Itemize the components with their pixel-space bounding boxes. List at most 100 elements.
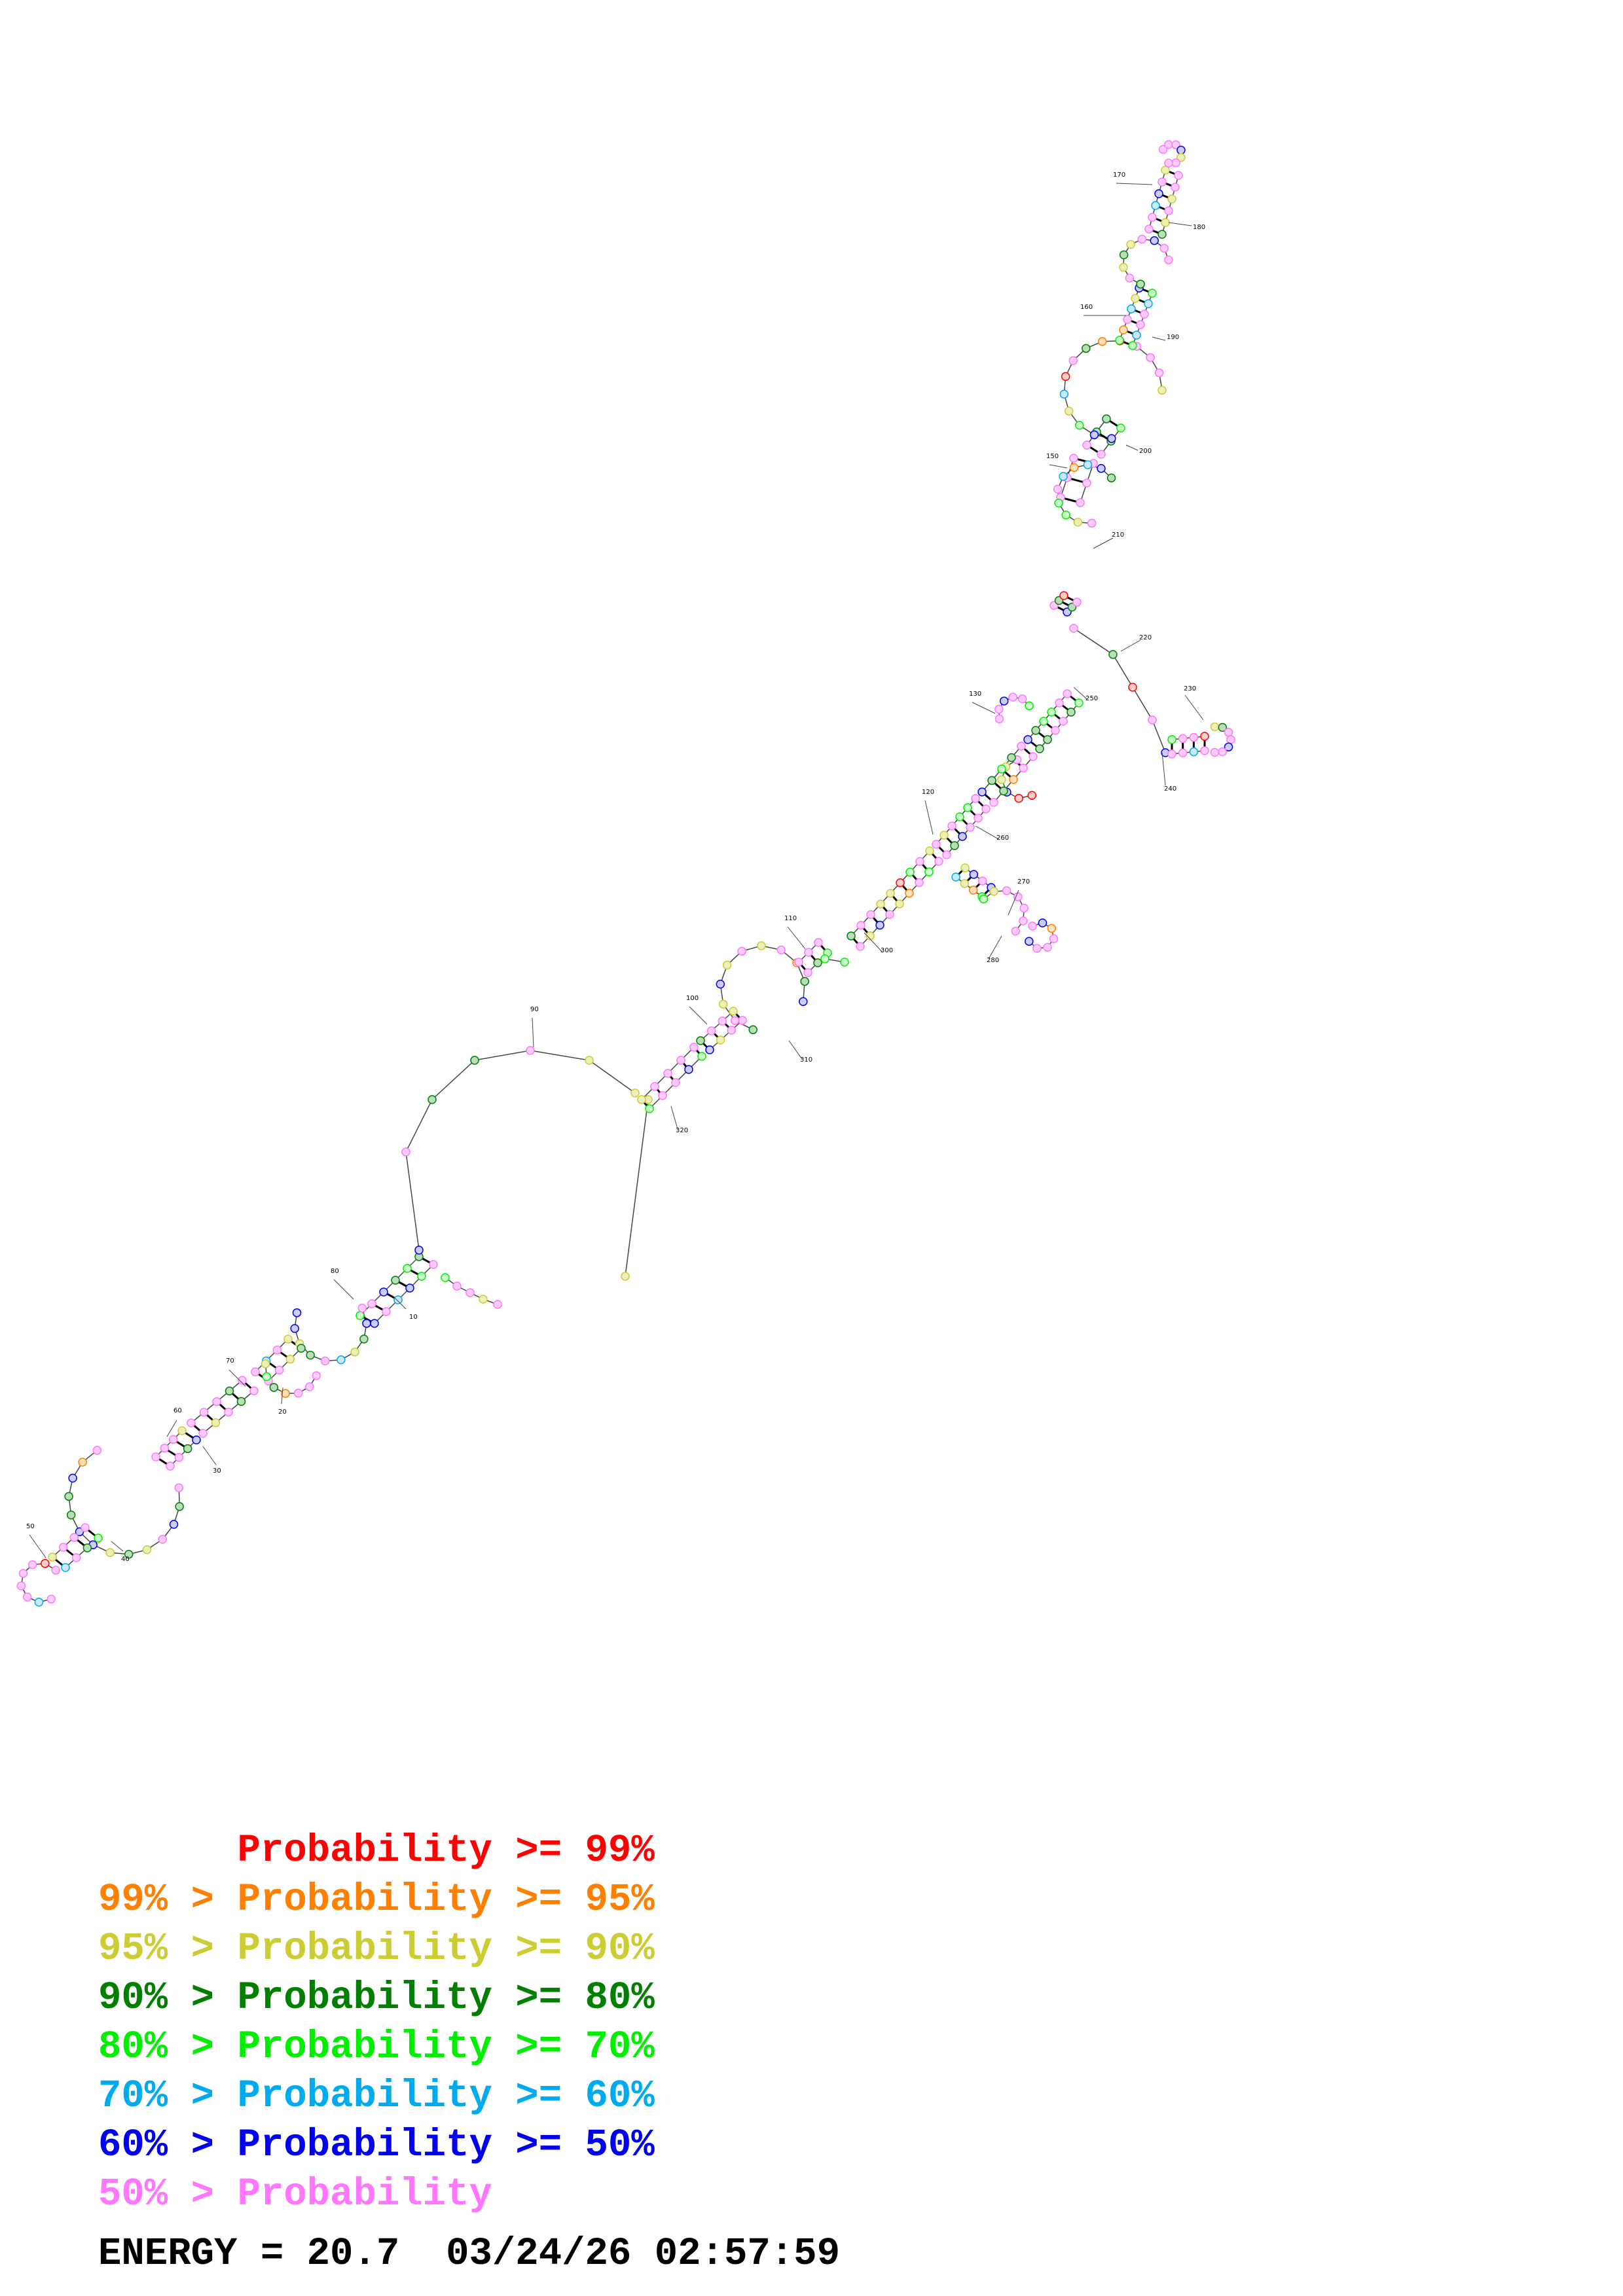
nucleotide [493,1300,502,1309]
nucleotide [989,887,998,896]
legend-label: Probability >= 50% [237,2123,655,2167]
nucleotide [1069,624,1078,633]
nucleotide [151,1452,160,1462]
nucleotide [799,997,808,1007]
nucleotide [166,1462,175,1471]
nucleotide [414,1246,424,1255]
nucleotide [1178,734,1188,744]
nucleotide [947,821,957,831]
nucleotide [160,1443,170,1453]
nucleotide [727,1026,737,1035]
nucleotide [92,1446,102,1455]
nucleotide [895,899,904,908]
nucleotide [1059,389,1069,399]
nucleotide [429,1260,438,1269]
nucleotide [1007,753,1016,762]
backbone-segment [155,1430,183,1458]
nucleotide [997,764,1006,774]
nucleotide [16,1581,26,1590]
nucleotide [960,879,970,888]
nucleotide [1043,735,1052,744]
nucleotide [1051,726,1060,735]
nucleotide [337,1355,346,1365]
nucleotide [261,1359,270,1369]
nucleotide [1047,708,1056,717]
nucleotide [71,1553,81,1562]
nucleotide [1049,934,1059,944]
nucleotide [1032,944,1042,953]
nucleotide [1150,236,1159,245]
nucleotide [1013,892,1023,902]
nucleotide [671,1078,680,1087]
nucleotide [1189,732,1199,742]
nucleotide [1035,744,1044,753]
nucleotide [297,1344,306,1353]
label-leader [689,1006,708,1025]
nucleotide [1189,747,1199,757]
nucleotide [199,1408,209,1417]
backbone-segment [709,1020,743,1050]
label-leader [166,1420,177,1437]
nucleotide [1148,289,1157,298]
energy-value: ENERGY = 20.7 [98,2232,400,2276]
label-leader [111,1541,124,1552]
nucleotide [1158,386,1167,395]
nucleotide [1063,689,1072,698]
nucleotide [1082,478,1091,488]
legend-prefix: 70% > [98,2074,238,2118]
nucleotide [794,958,803,967]
backbone-segment [700,1011,734,1041]
legend-prefix: 50% > [98,2172,238,2216]
nucleotide [977,787,987,797]
nucleotide [46,1594,56,1604]
nucleotide [676,1056,685,1065]
nucleotide [1132,331,1141,340]
nucleotide [958,832,967,841]
nucleotide [932,840,941,849]
legend-prefix: 80% > [98,2025,238,2069]
nucleotide [645,1104,654,1113]
nucleotide [1164,158,1173,168]
nucleotide [951,872,960,882]
legend-row: 80% > Probability >= 70% [98,2022,655,2072]
nucleotide [1014,794,1023,803]
timestamp: 03/24/26 02:57:59 [446,2232,840,2276]
nucleotide [1107,434,1116,443]
nucleotide [748,1025,757,1035]
nucleotide [1082,440,1091,450]
nucleotide [1164,255,1173,264]
position-label: 300 [881,947,893,954]
nucleotide [1059,591,1068,600]
nucleotide [362,1319,371,1328]
nucleotide [452,1282,462,1291]
nucleotide [212,1397,221,1407]
nucleotide [705,1045,714,1054]
nucleotide [1154,368,1164,378]
nucleotide [192,1435,201,1444]
position-label: 120 [922,789,934,796]
nucleotide [1106,473,1116,482]
nucleotide [177,1426,187,1435]
nucleotide [249,1386,259,1395]
legend-label: Probability >= 80% [237,1976,655,2020]
position-label: 30 [213,1467,221,1475]
base-pair-bonds [52,169,1206,1569]
nucleotide [876,899,885,908]
backbone-segment [1152,719,1166,753]
label-leader [988,935,1002,960]
nucleotide [999,696,1009,706]
nucleotide [367,1299,376,1308]
nucleotide [804,948,813,957]
nucleotide [1008,692,1017,702]
nucleotide [142,1545,152,1554]
position-label: 130 [969,691,981,698]
nucleotide [866,931,875,941]
label-leader [228,1369,246,1387]
nucleotide [1159,243,1169,253]
position-label: 310 [800,1056,812,1064]
legend-prefix: 99% > [98,1878,238,1922]
nucleotide [650,1082,659,1091]
legend-label: Probability >= 60% [237,2074,655,2118]
legend-row: 50% > Probability [98,2170,655,2219]
nucleotide [1053,484,1063,494]
